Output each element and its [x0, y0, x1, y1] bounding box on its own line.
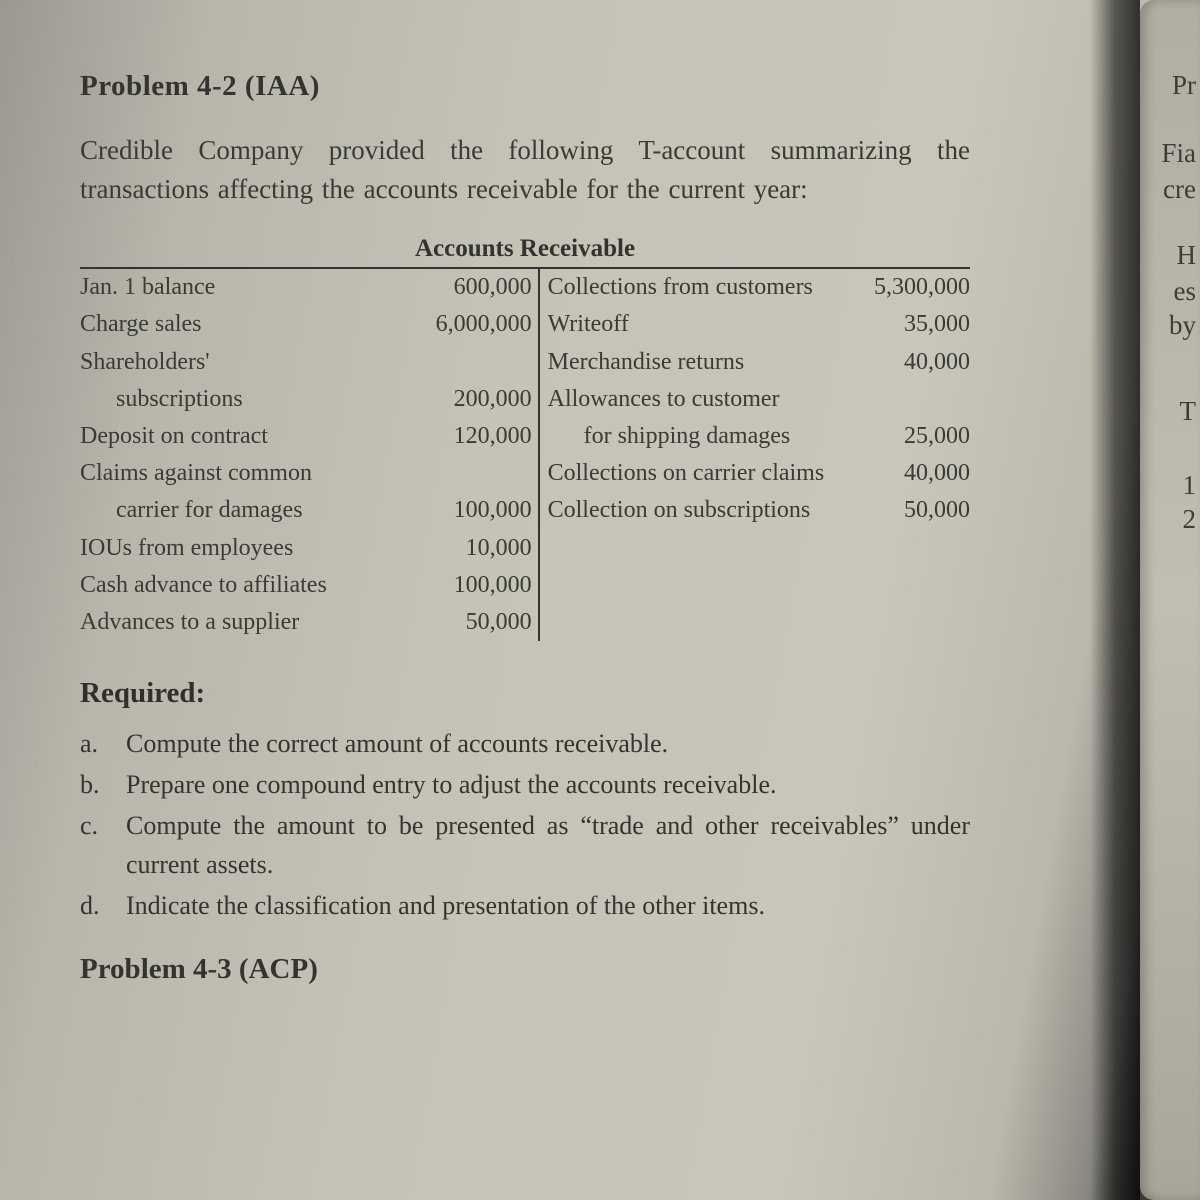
t-account-amount: 100,000 [392, 492, 538, 529]
problem-title: Problem 4-2 (IAA) [80, 70, 970, 103]
t-account-row: for shipping damages25,000 [548, 418, 970, 455]
facing-page-fragment: H [1177, 240, 1197, 271]
t-account-amount: 40,000 [840, 455, 970, 492]
t-account-label: Collection on subscriptions [548, 492, 840, 529]
t-account-amount: 100,000 [392, 567, 538, 604]
t-account-row: Deposit on contract120,000 [80, 418, 538, 455]
t-account-row: carrier for damages100,000 [80, 492, 538, 529]
facing-page-fragment: Pr [1172, 70, 1196, 101]
t-account-amount: 600,000 [392, 269, 538, 306]
required-item-letter: b. [80, 765, 126, 804]
required-item: a.Compute the correct amount of accounts… [80, 724, 970, 763]
t-account-debit-column: Jan. 1 balance600,000Charge sales6,000,0… [80, 269, 538, 641]
t-account-amount: 40,000 [840, 344, 970, 381]
t-account-row: Jan. 1 balance600,000 [80, 269, 538, 306]
t-account-label: Shareholders' [80, 344, 392, 381]
t-account-label: Merchandise returns [548, 344, 840, 381]
t-account-row: subscriptions200,000 [80, 381, 538, 418]
t-account-row: Collection on subscriptions50,000 [548, 492, 970, 529]
facing-page-fragment: by [1169, 310, 1196, 341]
facing-page-fragment: es [1174, 276, 1197, 307]
required-item-text: Prepare one compound entry to adjust the… [126, 765, 970, 804]
t-account-amount: 25,000 [840, 418, 970, 455]
t-account-label: Cash advance to affiliates [80, 567, 392, 604]
facing-page-fragment: 1 [1183, 470, 1197, 501]
t-account-label: Collections from customers [548, 269, 840, 306]
t-account-row: Charge sales6,000,000 [80, 306, 538, 343]
t-account-amount: 35,000 [840, 306, 970, 343]
t-account-amount: 120,000 [392, 418, 538, 455]
t-account-label: Charge sales [80, 306, 392, 343]
t-account-label: subscriptions [80, 381, 392, 418]
t-account-row: Advances to a supplier50,000 [80, 604, 538, 641]
t-account-amount: 6,000,000 [392, 306, 538, 343]
textbook-page: Problem 4-2 (IAA) Credible Company provi… [0, 0, 1080, 1016]
t-account-amount: 50,000 [392, 604, 538, 641]
required-item-text: Compute the correct amount of accounts r… [126, 724, 970, 763]
t-account-row: Claims against common [80, 455, 538, 492]
required-item: c.Compute the amount to be presented as … [80, 806, 970, 884]
required-item-text: Indicate the classification and presenta… [126, 886, 970, 925]
t-account-amount: 5,300,000 [840, 269, 970, 306]
t-account-row: Writeoff35,000 [548, 306, 970, 343]
t-account-label: for shipping damages [548, 418, 840, 455]
required-item-text: Compute the amount to be presented as “t… [126, 806, 970, 884]
t-account-row: Collections from customers5,300,000 [548, 269, 970, 306]
t-account-label: carrier for damages [80, 492, 392, 529]
required-item-letter: c. [80, 806, 126, 884]
t-account-row: Allowances to customer [548, 381, 970, 418]
required-item-letter: d. [80, 886, 126, 925]
t-account-label: Allowances to customer [548, 381, 840, 418]
t-account-label: Claims against common [80, 455, 392, 492]
t-account-row: Cash advance to affiliates100,000 [80, 567, 538, 604]
t-account-row: Shareholders' [80, 344, 538, 381]
t-account-credit-column: Collections from customers5,300,000Write… [538, 269, 970, 641]
required-heading: Required: [80, 677, 970, 710]
t-account-amount: 200,000 [392, 381, 538, 418]
facing-page-fragment: Fia [1161, 138, 1196, 169]
next-problem-title: Problem 4-3 (ACP) [80, 953, 970, 986]
t-account-label: IOUs from employees [80, 530, 392, 567]
t-account-amount: 50,000 [840, 492, 970, 529]
book-gutter-shadow [1090, 0, 1140, 1200]
t-account-label: Writeoff [548, 306, 840, 343]
required-item-letter: a. [80, 724, 126, 763]
required-item: b.Prepare one compound entry to adjust t… [80, 765, 970, 804]
facing-page-fragment: cre [1163, 174, 1196, 205]
t-account-row: Collections on carrier claims40,000 [548, 455, 970, 492]
facing-page-fragment: T [1180, 396, 1197, 427]
facing-page-fragment: 2 [1183, 504, 1197, 535]
t-account-table: Jan. 1 balance600,000Charge sales6,000,0… [80, 267, 970, 641]
t-account-row: Merchandise returns40,000 [548, 344, 970, 381]
t-account-label: Jan. 1 balance [80, 269, 392, 306]
required-item: d.Indicate the classification and presen… [80, 886, 970, 925]
t-account-amount: 10,000 [392, 530, 538, 567]
problem-intro: Credible Company provided the following … [80, 131, 970, 209]
t-account-label: Deposit on contract [80, 418, 392, 455]
t-account-label: Advances to a supplier [80, 604, 392, 641]
required-list: a.Compute the correct amount of accounts… [80, 724, 970, 925]
t-account-label: Collections on carrier claims [548, 455, 840, 492]
t-account-heading: Accounts Receivable [80, 235, 970, 263]
t-account-row: IOUs from employees10,000 [80, 530, 538, 567]
